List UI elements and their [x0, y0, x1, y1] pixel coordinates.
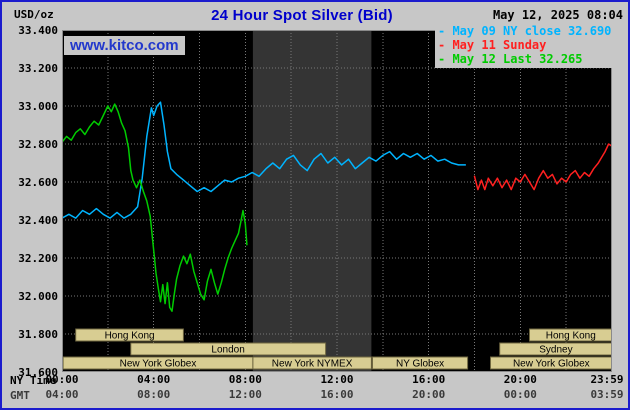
y-axis-label: 33.400 [18, 24, 58, 37]
y-axis-label: 32.000 [18, 290, 58, 303]
y-axis-label: 32.200 [18, 252, 58, 265]
unit-label: USD/oz [14, 8, 54, 21]
y-axis-label: 33.200 [18, 62, 58, 75]
x-tick-ny: 08:00 [228, 373, 262, 386]
chart-title: 24 Hour Spot Silver (Bid) [211, 7, 393, 24]
x-tick-ny: 04:00 [137, 373, 171, 386]
session-label: New York Globex [120, 359, 197, 370]
session-box [372, 356, 469, 370]
legend-item: - May 09 NY close 32.690 [438, 24, 612, 38]
x-tick-gmt: 20:00 [412, 388, 446, 401]
datetime-label: May 12, 2025 08:04 [492, 8, 623, 22]
session-label: London [211, 345, 244, 356]
y-axis-label: 31.800 [18, 328, 58, 341]
plot-border [62, 30, 612, 372]
session-label: New York NYMEX [272, 359, 353, 370]
x-tick-gmt: 16:00 [320, 388, 354, 401]
ny-time-axis-label: NY Time [10, 374, 57, 387]
kitco-watermark: www.kitco.com [64, 36, 185, 55]
x-tick-gmt: 04:00 [45, 388, 79, 401]
x-tick-ny: 20:00 [503, 373, 537, 386]
x-tick-ny: 12:00 [320, 373, 354, 386]
y-axis-label: 32.600 [18, 176, 58, 189]
session-box [499, 342, 612, 356]
session-label: NY Globex [396, 359, 444, 370]
session-label: Hong Kong [105, 331, 155, 342]
gmt-axis-label: GMT [10, 389, 30, 402]
session-box [252, 356, 372, 370]
session-label: New York Globex [513, 359, 590, 370]
x-tick-gmt: 03:59 [590, 388, 624, 401]
price-line-may12 [62, 103, 248, 312]
session-label: Hong Kong [546, 331, 596, 342]
y-axis-label: 32.800 [18, 138, 58, 151]
legend-item: - May 11 Sunday [438, 38, 547, 52]
nymex-session-band [252, 30, 372, 372]
x-tick-ny: 23:59 [590, 373, 624, 386]
y-axis-label: 33.000 [18, 100, 58, 113]
session-box [529, 328, 612, 342]
session-box [490, 356, 612, 370]
y-axis-label: 31.600 [18, 366, 58, 379]
session-label: Sydney [539, 345, 572, 356]
x-tick-gmt: 12:00 [228, 388, 262, 401]
x-tick-gmt: 08:00 [137, 388, 171, 401]
price-line-may11 [473, 143, 612, 191]
price-line-may09 [62, 101, 467, 219]
session-box [75, 328, 184, 342]
legend-item: - May 12 Last 32.265 [438, 52, 583, 66]
x-tick-gmt: 00:00 [503, 388, 537, 401]
plot-area: Hong Kong Hong Kong London Sydney New York G… [62, 30, 612, 372]
y-axis-label: 32.400 [18, 214, 58, 227]
x-tick-ny: 00:00 [45, 373, 79, 386]
x-tick-ny: 16:00 [412, 373, 446, 386]
legend: - May 09 NY close 32.690- May 11 Sunday -… [435, 24, 615, 68]
session-box [130, 342, 327, 356]
